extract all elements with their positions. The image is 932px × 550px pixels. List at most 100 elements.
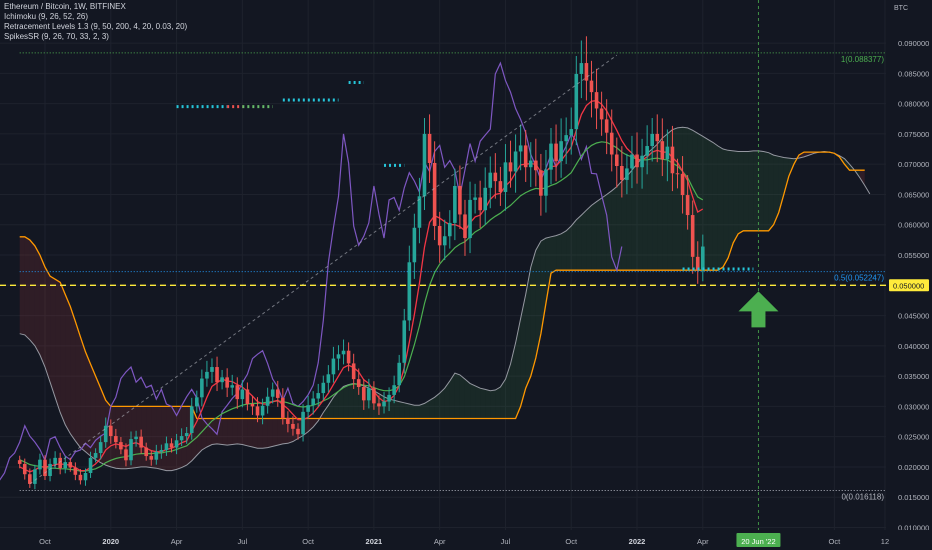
candle-body [336,354,341,359]
cloud-segment [470,383,476,419]
cloud-segment [682,127,688,271]
indicator-retracement-label[interactable]: Retracement Levels 1.3 (9, 50, 200, 4, 2… [4,22,188,31]
fib-level-label: 0(0.016118) [841,492,884,501]
cloud-segment [409,403,415,419]
cloud-segment [505,364,511,419]
y-tick-label: 0.085000 [898,69,929,78]
cloud-segment [444,380,450,419]
cloud-segment [596,198,602,271]
candle-body [645,146,649,156]
candle-body [574,73,579,130]
x-tick-label: Oct [302,537,315,546]
candle-body [544,169,548,196]
cloud-segment [277,418,283,446]
cloud-segment [252,418,258,449]
candle-body [513,151,518,172]
cloud-segment [262,418,268,449]
cloud-segment [753,150,759,231]
cloud-segment [338,386,344,419]
candle-body [296,428,300,435]
cloud-segment [758,150,764,231]
candle-body [695,256,700,271]
indicator-ichimoku-label[interactable]: Ichimoku (9, 26, 52, 26) [4,12,89,21]
cloud-segment [768,152,774,231]
cloud-segment [677,127,683,271]
cloud-segment [328,397,334,419]
kijun-sen [19,141,704,472]
candle-body [275,389,280,398]
candle-body [564,135,568,142]
candle-body [230,385,235,388]
candle-body [620,166,624,180]
y-axis[interactable]: 0.090000 0.085000 0.080000 0.075000 0.070000… [886,0,932,550]
candle-body [584,63,589,81]
candle-body [220,377,224,383]
cloud-segment [475,385,481,419]
candle-body [210,367,214,372]
candle-body [326,374,331,383]
cloud-segment [576,215,582,271]
candle-body [382,401,386,407]
candle-body [53,457,57,464]
candle-body [397,362,401,386]
indicator-spikessr-label[interactable]: SpikesSR (9, 26, 70, 33, 2, 3) [4,32,109,41]
candle-body [453,185,457,223]
candle-body [250,403,255,407]
symbol-title[interactable]: Ethereum / Bitcoin, 1W, BITFINEX [4,2,126,11]
candle-body [28,474,32,484]
cloud-segment [404,402,410,419]
candle-body [240,389,245,400]
y-tick-label: 0.090000 [898,39,929,48]
cloud-segment [105,400,111,467]
candle-body [372,388,376,404]
x-tick-label: Apr [434,537,446,546]
candle-body [179,436,184,441]
x-tick-label: Oct [829,537,842,546]
candle-body [154,451,159,460]
candle-body [539,170,543,196]
cloud-segment [196,418,202,456]
candle-body [301,411,305,435]
cloud-segment [414,405,420,419]
y-tick-label: 0.065000 [898,190,929,199]
candle-body [88,457,93,474]
cloud-segment [110,406,116,469]
cloud-segment [525,267,531,389]
y-tick-label: 0.010000 [898,524,929,533]
candle-body [17,460,22,464]
candle-body [281,397,285,418]
fib-level-label: 0.5(0.052247) [834,274,884,283]
cloud-segment [495,387,501,419]
candle-body [690,215,695,257]
cloud-segment [459,374,465,419]
candle-body [463,214,467,239]
candle-body [503,162,508,193]
candle-body [498,181,503,193]
x-axis[interactable]: Oct 2020 Apr Jul Oct 2021 Apr Jul Oct 2022 Apr Oct 1… [0,530,932,550]
cloud-segment [55,279,61,413]
candle-body [523,145,528,168]
cloud-segment [707,139,713,271]
candle-body [665,146,670,160]
cloud-segment [556,233,562,271]
overlays: 1(0.088377) 0.5(0.052247) 0(0.016118) [0,0,886,530]
tenkan-sen [19,99,704,473]
cloud-segment [50,276,56,398]
cloud-segment [136,406,142,468]
cloud-segment [166,406,172,471]
y-tick-label: 0.025000 [898,433,929,442]
x-tick-label: Jul [501,537,511,546]
candle-body [685,195,690,216]
date-highlight-tag [736,533,781,547]
cloud-segment [156,406,162,470]
cloud-segment [561,230,567,271]
y-tick-label: 0.035000 [898,372,929,381]
cloud-segment [566,225,572,271]
candle-body [134,436,138,440]
cloud-segment [712,142,718,271]
date-highlight-label: 20 Jun '22 [741,537,775,546]
fib-level-label: 1(0.088377) [841,55,884,64]
candle-body [478,197,482,211]
cloud-segment [323,405,329,419]
